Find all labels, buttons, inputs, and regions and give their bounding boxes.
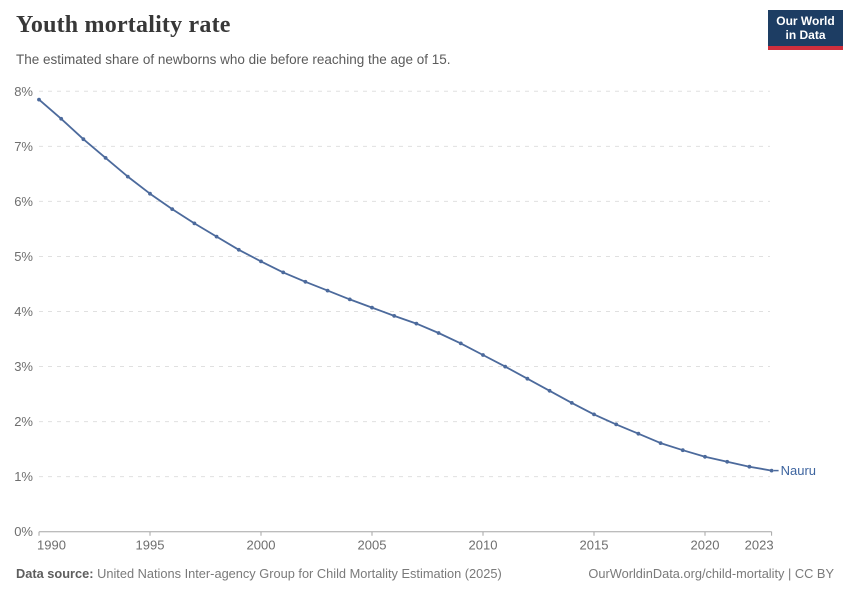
- page-subtitle: The estimated share of newborns who die …: [16, 52, 451, 67]
- data-point[interactable]: [148, 191, 152, 196]
- x-axis-label: 2020: [691, 538, 720, 553]
- x-axis-label: 1995: [136, 538, 165, 553]
- data-point[interactable]: [436, 331, 441, 335]
- owid-logo-line2: in Data: [785, 28, 826, 42]
- y-axis-label: 1%: [14, 469, 33, 484]
- data-point[interactable]: [525, 376, 530, 381]
- x-axis-label: 2015: [580, 538, 609, 553]
- data-point[interactable]: [59, 116, 64, 121]
- data-point[interactable]: [636, 431, 641, 436]
- chart-footer: Data source: United Nations Inter-agency…: [16, 566, 834, 581]
- data-point[interactable]: [680, 448, 685, 453]
- data-point[interactable]: [192, 221, 197, 226]
- data-point[interactable]: [392, 314, 397, 318]
- data-point[interactable]: [747, 464, 752, 469]
- y-axis-label: 7%: [14, 139, 33, 154]
- entity-label[interactable]: Nauru: [781, 463, 816, 478]
- data-point[interactable]: [503, 364, 508, 369]
- y-axis-label: 0%: [14, 524, 33, 539]
- data-point[interactable]: [547, 388, 552, 393]
- data-point[interactable]: [125, 174, 130, 179]
- data-point[interactable]: [81, 137, 86, 142]
- data-source-label: Data source:: [16, 566, 94, 581]
- x-axis-label: 2010: [469, 538, 498, 553]
- data-point[interactable]: [725, 459, 730, 464]
- owid-logo-line1: Our World: [776, 13, 835, 28]
- data-point[interactable]: [325, 288, 330, 293]
- x-axis-label: 2000: [247, 538, 276, 553]
- data-point[interactable]: [703, 454, 707, 459]
- trend-line[interactable]: [38, 98, 772, 472]
- data-point[interactable]: [569, 401, 574, 405]
- y-axis-label: 5%: [14, 249, 33, 264]
- y-axis-label: 3%: [14, 359, 33, 374]
- data-point[interactable]: [658, 441, 663, 445]
- data-point[interactable]: [414, 321, 419, 326]
- data-point[interactable]: [614, 422, 619, 427]
- data-point[interactable]: [592, 412, 596, 417]
- data-point[interactable]: [214, 234, 219, 239]
- data-point[interactable]: [103, 156, 108, 160]
- data-source-text: United Nations Inter-agency Group for Ch…: [93, 566, 502, 581]
- data-source-note: Data source: United Nations Inter-agency…: [16, 566, 502, 581]
- data-point[interactable]: [259, 259, 263, 264]
- x-axis-label: 2023: [745, 538, 774, 553]
- data-point[interactable]: [769, 468, 774, 473]
- y-axis-label: 4%: [14, 304, 33, 319]
- data-point[interactable]: [347, 297, 352, 302]
- data-point[interactable]: [236, 247, 241, 252]
- credit-link[interactable]: OurWorldinData.org/child-mortality | CC …: [588, 566, 834, 581]
- x-axis-label: 1990: [37, 538, 66, 553]
- data-point[interactable]: [370, 305, 374, 310]
- data-point[interactable]: [481, 353, 485, 357]
- data-point[interactable]: [281, 270, 286, 275]
- y-axis-label: 2%: [14, 414, 33, 429]
- data-point[interactable]: [458, 341, 463, 346]
- mortality-line-chart: 0% 1% 2% 3% 4% 5% 6% 7% 8% 1990 1995 2000 2005 2010 20…: [14, 84, 816, 553]
- y-axis-label: 6%: [14, 194, 33, 209]
- data-point[interactable]: [170, 207, 175, 211]
- owid-logo[interactable]: Our World in Data: [768, 10, 843, 50]
- page-title: Youth mortality rate: [16, 12, 231, 38]
- data-point[interactable]: [303, 279, 308, 284]
- y-axis-label: 8%: [14, 84, 33, 99]
- data-point[interactable]: [37, 97, 41, 102]
- x-axis-label: 2005: [358, 538, 387, 553]
